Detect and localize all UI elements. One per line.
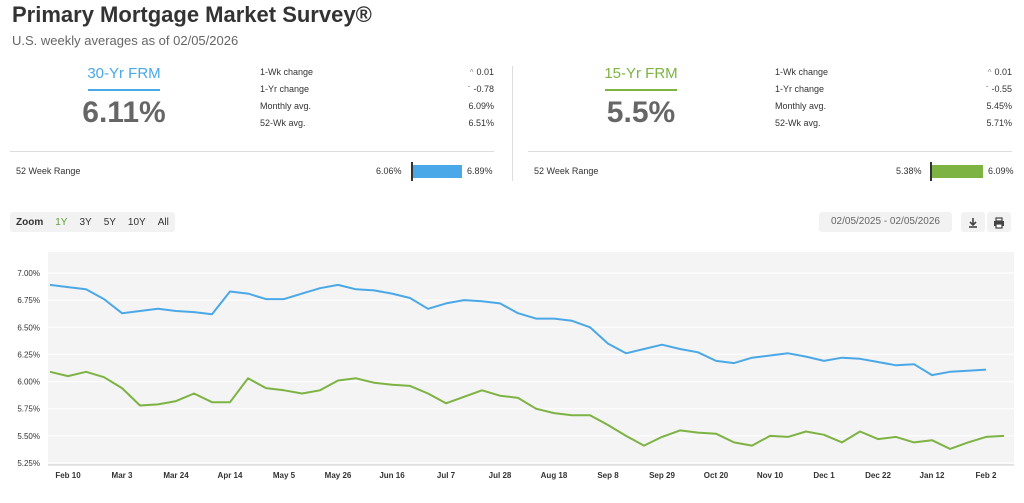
chevron-down-icon: ˇ bbox=[985, 85, 989, 94]
frm15-underline bbox=[605, 89, 677, 91]
panel-divider bbox=[512, 66, 513, 181]
x-tick-label: Jul 28 bbox=[489, 471, 512, 480]
stat-label: 52-Wk avg. bbox=[260, 118, 306, 128]
frm30-underline bbox=[88, 89, 160, 91]
x-tick-label: Dec 1 bbox=[813, 471, 835, 480]
stat-row: 1-Yr change ˇ -0.55 bbox=[775, 84, 1012, 101]
y-tick-label: 7.00% bbox=[17, 269, 40, 278]
frm30-range-low: 6.06% bbox=[376, 166, 402, 176]
stat-label: 1-Wk change bbox=[260, 67, 314, 77]
y-tick-label: 6.25% bbox=[17, 350, 40, 359]
x-tick-label: Nov 10 bbox=[757, 471, 784, 480]
x-tick-label: Dec 22 bbox=[865, 471, 891, 480]
stat-value: ˇ -0.78 bbox=[467, 84, 494, 94]
stat-row: Monthly avg. 6.09% bbox=[260, 101, 494, 118]
frm15-name: 15-Yr FRM bbox=[604, 65, 678, 82]
x-tick-label: Aug 18 bbox=[541, 471, 568, 480]
zoom-label: Zoom bbox=[16, 216, 44, 228]
stat-label: Monthly avg. bbox=[260, 101, 312, 111]
x-tick-label: Jan 12 bbox=[920, 471, 945, 480]
frm30-range-divider bbox=[10, 151, 494, 152]
series-15yr-line bbox=[49, 370, 1005, 450]
x-tick-label: Oct 20 bbox=[704, 471, 729, 480]
stat-row: 1-Yr change ˇ -0.78 bbox=[260, 84, 494, 101]
print-icon bbox=[994, 217, 1004, 229]
stat-row: 1-Wk change ^ 0.01 bbox=[260, 67, 494, 84]
chevron-down-icon: ˇ bbox=[467, 85, 471, 94]
x-tick-label: Sep 8 bbox=[597, 471, 619, 480]
frm15-range-divider bbox=[528, 151, 1012, 152]
frm30-range-bar bbox=[411, 165, 462, 178]
frm15-stats: 1-Wk change ^ 0.01 1-Yr change ˇ -0.55 Month… bbox=[775, 67, 1012, 135]
frm30-stats: 1-Wk change ^ 0.01 1-Yr change ˇ -0.78 Month… bbox=[260, 67, 494, 135]
frm30-range-marker bbox=[411, 162, 413, 181]
x-tick-label: Mar 3 bbox=[112, 471, 133, 480]
zoom-bar: Zoom 1Y 3Y 5Y 10Y All bbox=[10, 212, 175, 232]
chevron-up-icon: ^ bbox=[987, 68, 992, 77]
frm30-rate: 6.11% bbox=[82, 96, 166, 129]
stat-row: 52-Wk avg. 5.71% bbox=[775, 118, 1012, 135]
stat-label: 1-Wk change bbox=[775, 67, 829, 77]
frm15-range-low: 5.38% bbox=[896, 166, 922, 176]
frm15-range-bar bbox=[930, 165, 983, 178]
date-range-input[interactable]: 02/05/2025 - 02/05/2026 bbox=[819, 212, 952, 232]
print-button[interactable] bbox=[987, 212, 1011, 232]
zoom-10y-button[interactable]: 10Y bbox=[127, 216, 146, 228]
x-tick-label: May 5 bbox=[273, 471, 296, 480]
y-tick-label: 5.75% bbox=[17, 405, 40, 414]
page-subtitle: U.S. weekly averages as of 02/05/2026 bbox=[12, 33, 239, 48]
y-tick-label: 5.25% bbox=[17, 459, 40, 468]
zoom-all-button[interactable]: All bbox=[157, 216, 169, 228]
rate-chart-svg: 7.00% 6.75% 6.50% 6.25% 6.00% 5.75% 5.50% 5.25%… bbox=[17, 252, 1014, 480]
stat-label: 52-Wk avg. bbox=[775, 118, 821, 128]
zoom-3y-button[interactable]: 3Y bbox=[79, 216, 92, 228]
stat-label: Monthly avg. bbox=[775, 101, 827, 111]
stat-value: ˇ -0.55 bbox=[985, 84, 1012, 94]
y-tick-label: 5.50% bbox=[17, 432, 40, 441]
x-tick-label: Mar 24 bbox=[163, 471, 189, 480]
frm15-range-high: 6.09% bbox=[988, 166, 1014, 176]
frm30-range-label: 52 Week Range bbox=[16, 166, 81, 176]
x-tick-label: Feb 10 bbox=[55, 471, 81, 480]
zoom-1y-button[interactable]: 1Y bbox=[55, 216, 68, 228]
y-tick-label: 6.00% bbox=[17, 378, 40, 387]
page-title: Primary Mortgage Market Survey® bbox=[12, 2, 372, 27]
stat-label: 1-Yr change bbox=[260, 84, 310, 94]
frm15-range-marker bbox=[930, 162, 932, 181]
x-tick-label: May 26 bbox=[325, 471, 352, 480]
x-tick-label: Jun 16 bbox=[379, 471, 405, 480]
series-30yr-line bbox=[49, 283, 987, 377]
stat-value: ^ 0.01 bbox=[987, 67, 1012, 77]
x-tick-label: Sep 29 bbox=[649, 471, 675, 480]
stat-label: 1-Yr change bbox=[775, 84, 825, 94]
x-tick-label: Jul 7 bbox=[437, 471, 456, 480]
download-icon bbox=[969, 217, 977, 228]
stat-value: ^ 0.01 bbox=[469, 67, 494, 77]
frm30-range-high: 6.89% bbox=[467, 166, 493, 176]
stat-value: 6.51% bbox=[468, 118, 494, 128]
stat-row: 1-Wk change ^ 0.01 bbox=[775, 67, 1012, 84]
stat-value: 5.71% bbox=[986, 118, 1012, 128]
rate-chart: 7.00% 6.75% 6.50% 6.25% 6.00% 5.75% 5.50% 5.25%… bbox=[0, 240, 1024, 503]
frm30-name: 30-Yr FRM bbox=[87, 65, 161, 82]
stat-value: 6.09% bbox=[468, 101, 494, 111]
plot-background bbox=[48, 252, 1014, 465]
frm15-rate: 5.5% bbox=[606, 96, 676, 129]
chevron-up-icon: ^ bbox=[469, 68, 474, 77]
stat-row: Monthly avg. 5.45% bbox=[775, 101, 1012, 118]
stat-value: 5.45% bbox=[986, 101, 1012, 111]
download-button[interactable] bbox=[961, 212, 985, 232]
frm15-range-label: 52 Week Range bbox=[534, 166, 599, 176]
stat-row: 52-Wk avg. 6.51% bbox=[260, 118, 494, 135]
y-tick-label: 6.75% bbox=[17, 296, 40, 305]
x-tick-label: Feb 2 bbox=[976, 471, 997, 480]
zoom-5y-button[interactable]: 5Y bbox=[103, 216, 116, 228]
x-tick-label: Apr 14 bbox=[218, 471, 243, 480]
y-tick-label: 6.50% bbox=[17, 323, 40, 332]
